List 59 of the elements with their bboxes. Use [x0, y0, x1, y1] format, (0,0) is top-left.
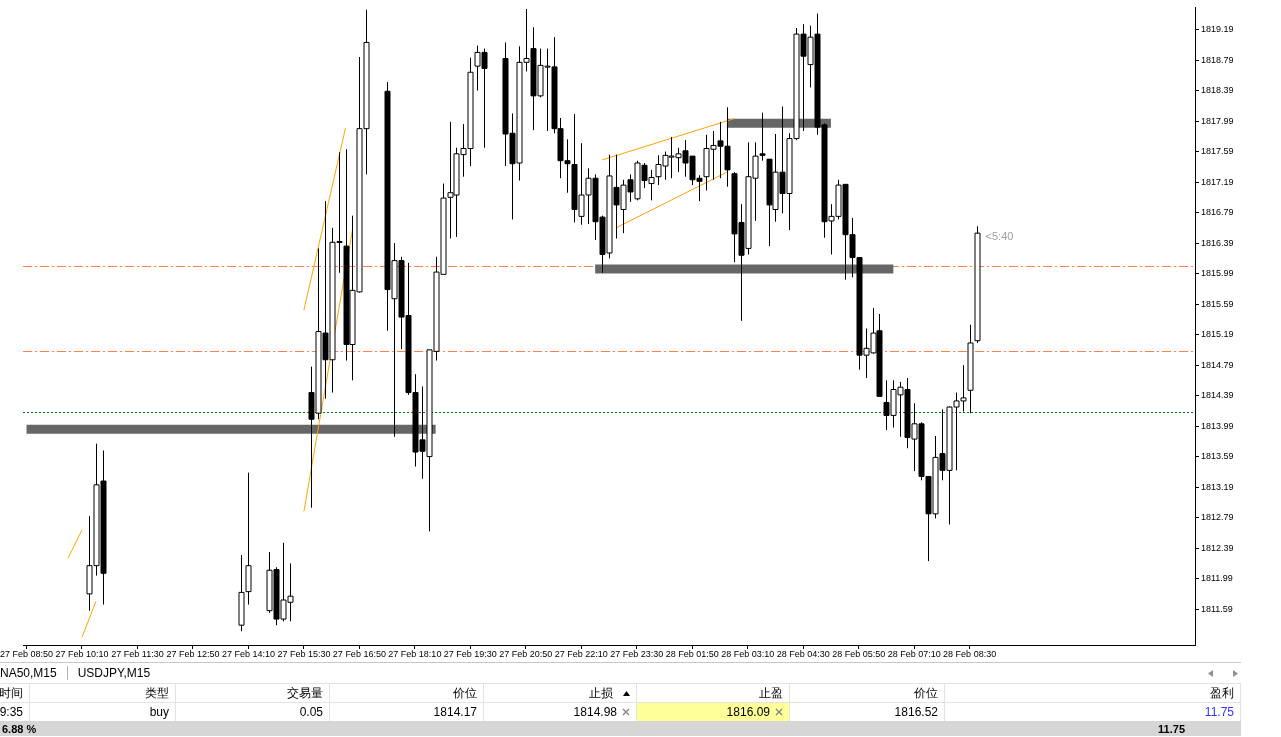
y-tick-label: 1817.59 — [1201, 146, 1234, 157]
y-tick-label: 1815.99 — [1201, 268, 1234, 279]
text: 交易量 — [287, 684, 323, 702]
text: USDJPY,M15 — [66, 666, 161, 680]
x-tick-label: 28 Feb 03:10 — [721, 648, 775, 659]
x-tick-label: 28 Feb 04:30 — [776, 648, 830, 659]
text: 0.05 — [299, 705, 323, 719]
text: NA50,M15 — [0, 666, 58, 680]
y-tick-label: 1815.19 — [1201, 329, 1234, 340]
y-tick-label: 1819.19 — [1201, 24, 1234, 34]
x-tick-label: 27 Feb 16:50 — [332, 648, 386, 659]
y-tick-label: 1818.79 — [1201, 54, 1234, 65]
text: 止损 — [589, 684, 613, 702]
x-tick-label: 28 Feb 07:10 — [887, 648, 941, 659]
x-tick-label: 28 Feb 05:50 — [832, 648, 886, 659]
x-tick-label: 27 Feb 15:30 — [277, 648, 331, 659]
text: 盈利 — [1210, 684, 1234, 702]
y-tick-label: 1813.99 — [1201, 420, 1234, 431]
x-tick-label: 27 Feb 19:30 — [443, 648, 497, 659]
text: 9:35 — [0, 705, 23, 719]
x-tick-label: 27 Feb 12:50 — [166, 648, 220, 659]
y-tick-label: 1813.19 — [1201, 481, 1234, 492]
x-tick-label: 28 Feb 01:50 — [665, 648, 719, 659]
text: 类型 — [145, 684, 169, 702]
text: 1816.09 — [726, 705, 770, 719]
y-tick-label: 1817.99 — [1201, 115, 1234, 126]
y-tick-label: 1811.99 — [1201, 573, 1233, 584]
text: 时间 — [0, 684, 23, 702]
annotation: <5:40 — [985, 230, 1014, 243]
x-tick-label: 27 Feb 14:10 — [221, 648, 275, 659]
text: 1814.98 — [573, 705, 617, 719]
x-tick-label: 27 Feb 08:50 — [0, 648, 54, 659]
x-tick-label: 27 Feb 22:10 — [554, 648, 608, 659]
y-tick-label: 1814.39 — [1201, 390, 1234, 401]
x-tick-label: 27 Feb 11:30 — [111, 648, 164, 659]
y-tick-label: 1816.79 — [1201, 207, 1234, 218]
y-tick-label: 1818.39 — [1201, 85, 1234, 96]
y-tick-label: 1812.79 — [1201, 512, 1234, 523]
y-tick-label: 1811.59 — [1201, 603, 1233, 614]
y-tick-label: 1817.19 — [1201, 176, 1234, 187]
text: 11.75 — [1204, 705, 1234, 719]
x-tick-label: 27 Feb 20:50 — [499, 648, 553, 659]
text: 1816.52 — [894, 705, 938, 719]
text: 价位 — [914, 684, 938, 702]
text: 6.88 % — [2, 722, 37, 735]
text: 价位 — [453, 684, 477, 702]
text: buy — [149, 705, 169, 719]
x-tick-label: 27 Feb 18:10 — [388, 648, 442, 659]
y-tick-label: 1816.39 — [1201, 237, 1234, 248]
text: 1814.17 — [433, 705, 477, 719]
y-tick-label: 1812.39 — [1201, 542, 1234, 553]
x-tick-label: 28 Feb 08:30 — [943, 648, 997, 659]
y-tick-label: 1815.59 — [1201, 298, 1234, 309]
y-tick-label: 1814.79 — [1201, 359, 1234, 370]
x-tick-label: 27 Feb 23:30 — [610, 648, 664, 659]
y-tick-label: 1813.59 — [1201, 451, 1234, 462]
x-tick-label: 27 Feb 10:10 — [55, 648, 109, 659]
text: 11.75 — [1158, 722, 1185, 735]
text: 止盈 — [759, 684, 783, 702]
